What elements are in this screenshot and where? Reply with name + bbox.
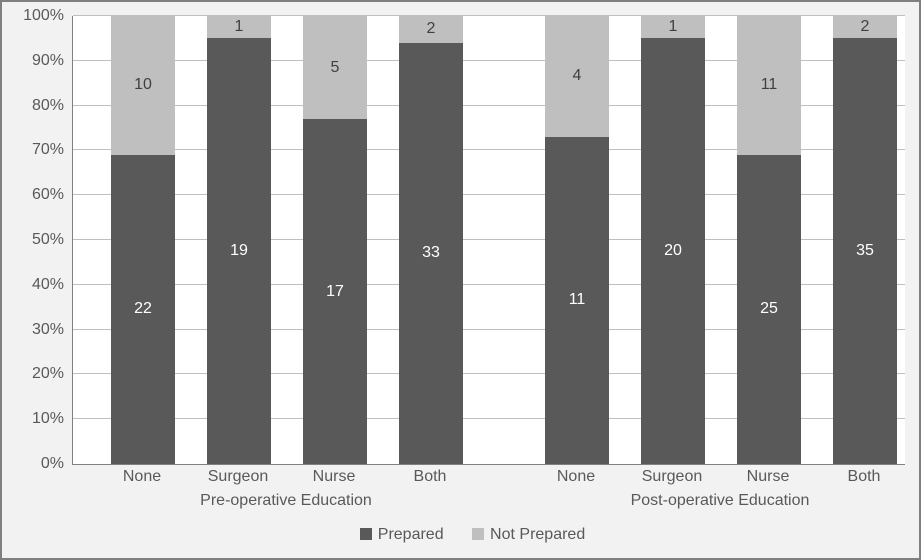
x-label-surgeon: Surgeon [632,468,712,486]
seg-not-prepared: 2 [399,16,463,43]
y-tick-90: 90% [2,52,64,70]
legend-swatch-not-prepared [472,528,484,540]
y-tick-80: 80% [2,97,64,115]
value-label: 5 [331,60,340,76]
seg-not-prepared: 10 [111,16,175,155]
seg-prepared: 19 [207,38,271,464]
bar-pre-none: 22 10 [111,16,175,464]
seg-not-prepared: 1 [641,16,705,38]
seg-prepared: 20 [641,38,705,464]
x-label-nurse: Nurse [728,468,808,486]
y-tick-100: 100% [2,7,64,25]
value-label: 35 [856,243,874,259]
x-label-nurse: Nurse [294,468,374,486]
value-label: 11 [761,77,778,93]
seg-prepared: 35 [833,38,897,464]
chart-frame: 0% 10% 20% 30% 40% 50% 60% 70% 80% 90% 1… [0,0,921,560]
bar-post-both: 35 2 [833,16,897,464]
plot-area: 22 10 19 1 17 5 33 [72,16,905,465]
value-label: 2 [427,21,436,37]
seg-not-prepared: 5 [303,16,367,119]
y-tick-40: 40% [2,276,64,294]
y-tick-50: 50% [2,231,64,249]
seg-not-prepared: 11 [737,16,801,155]
value-label: 4 [573,68,582,84]
value-label: 20 [664,243,682,259]
x-label-none: None [102,468,182,486]
bar-pre-nurse: 17 5 [303,16,367,464]
x-label-none: None [536,468,616,486]
value-label: 19 [230,243,248,259]
y-tick-70: 70% [2,141,64,159]
seg-not-prepared: 4 [545,16,609,137]
value-label: 2 [861,19,870,35]
bar-pre-both: 33 2 [399,16,463,464]
legend-label-prepared: Prepared [378,526,444,543]
x-label-both: Both [824,468,904,486]
seg-not-prepared: 2 [833,16,897,38]
seg-prepared: 25 [737,155,801,464]
bar-post-surgeon: 20 1 [641,16,705,464]
y-tick-30: 30% [2,321,64,339]
seg-not-prepared: 1 [207,16,271,38]
y-tick-0: 0% [2,455,64,473]
value-label: 33 [422,245,440,261]
y-tick-10: 10% [2,410,64,428]
y-tick-60: 60% [2,186,64,204]
seg-prepared: 22 [111,155,175,464]
value-label: 10 [134,77,152,93]
legend-label-not-prepared: Not Prepared [490,526,585,543]
bar-post-none: 11 4 [545,16,609,464]
seg-prepared: 11 [545,137,609,464]
value-label: 1 [669,19,678,35]
seg-prepared: 17 [303,119,367,464]
value-label: 17 [326,284,344,300]
value-label: 11 [569,292,586,308]
bar-pre-surgeon: 19 1 [207,16,271,464]
x-label-both: Both [390,468,470,486]
value-label: 22 [134,301,152,317]
value-label: 1 [235,19,244,35]
group-label-pre: Pre-operative Education [110,492,462,510]
x-label-surgeon: Surgeon [198,468,278,486]
legend-swatch-prepared [360,528,372,540]
y-tick-20: 20% [2,365,64,383]
group-label-post: Post-operative Education [544,492,896,510]
bar-post-nurse: 25 11 [737,16,801,464]
value-label: 25 [760,301,778,317]
seg-prepared: 33 [399,43,463,464]
legend: Prepared Not Prepared [2,526,919,544]
